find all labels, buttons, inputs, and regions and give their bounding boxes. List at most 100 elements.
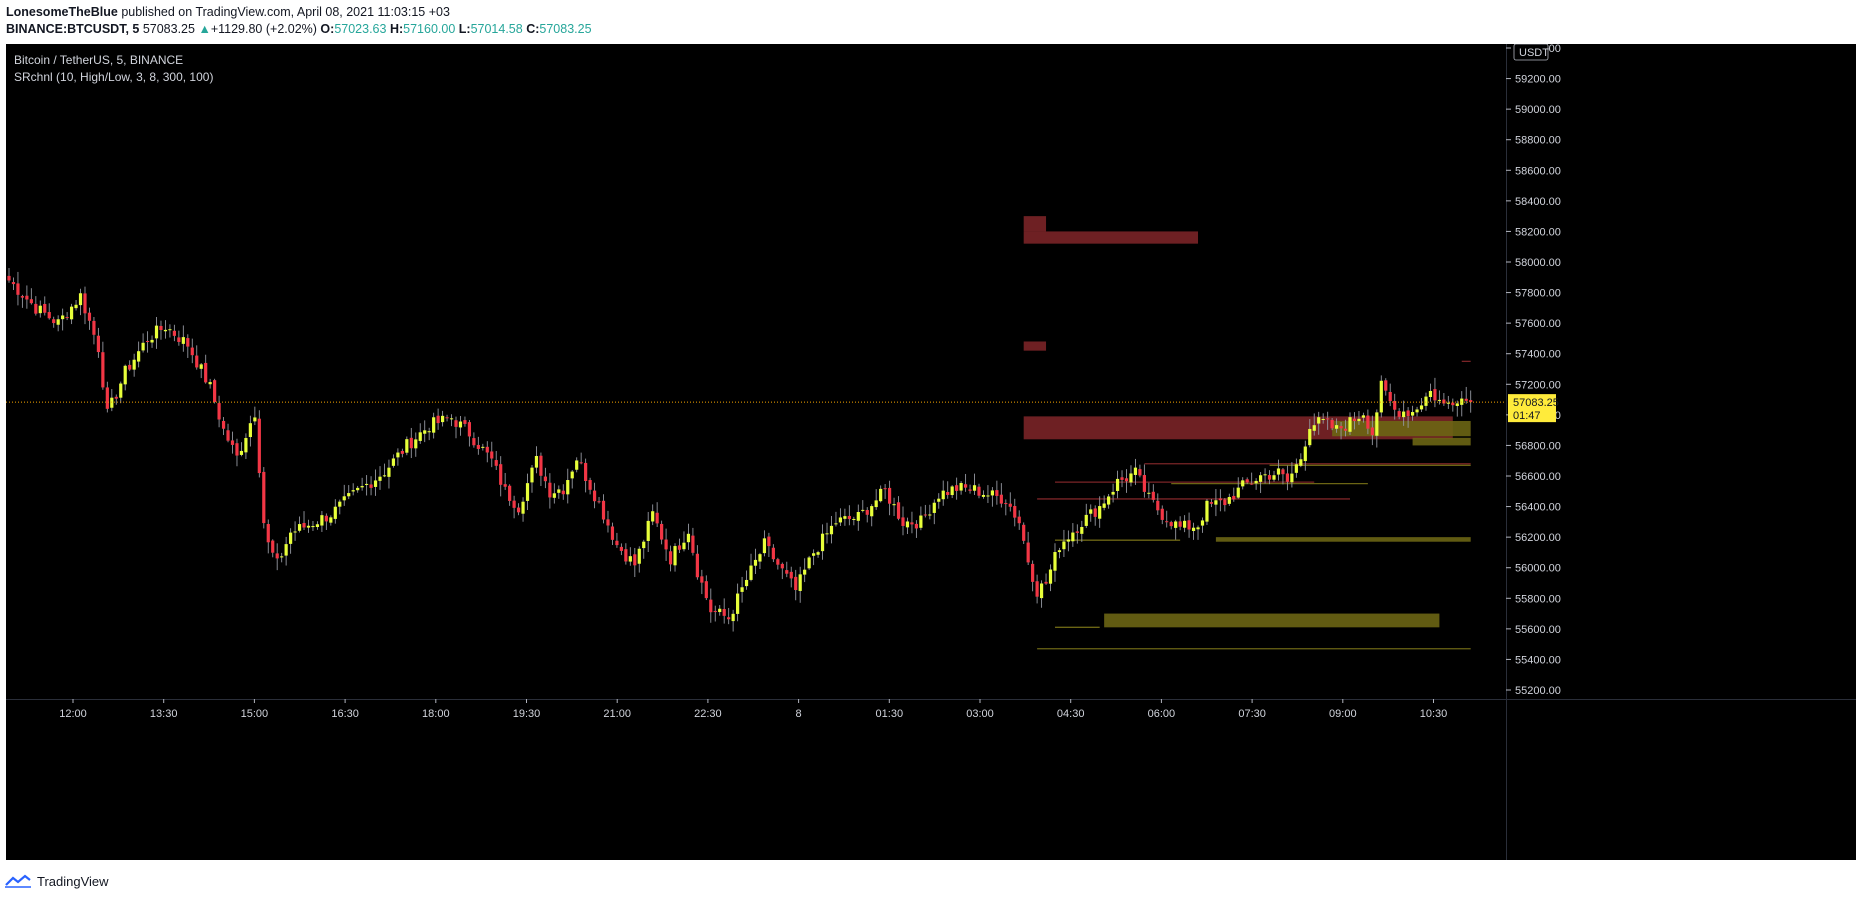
candle-body (1437, 399, 1441, 401)
candle-body (409, 437, 413, 449)
candle-body (771, 547, 775, 560)
candle-body (449, 418, 454, 420)
candle-body (624, 549, 628, 562)
price-tick-label: 57600.00 (1515, 318, 1561, 330)
candlestick-chart[interactable]: 59400.0059200.0059000.0058800.0058600.00… (6, 44, 1856, 860)
candle-body (856, 512, 860, 521)
candle-body (271, 540, 275, 553)
candle-body (1169, 522, 1173, 527)
candle-body (749, 565, 753, 580)
candle-body (1008, 503, 1012, 507)
candle-body (1053, 552, 1057, 571)
candle-body (221, 420, 226, 429)
price-tick-label: 57400.00 (1515, 349, 1561, 361)
candle-body (950, 486, 954, 496)
resistance-zone (1023, 231, 1199, 244)
bar-countdown-label: 01:47 (1513, 410, 1541, 422)
candle-body (414, 439, 418, 449)
price-tick-label: 58400.00 (1515, 196, 1561, 208)
candle-body (1236, 487, 1240, 498)
candle-body (1138, 469, 1142, 476)
candle-body (579, 462, 583, 464)
candle-body (847, 515, 851, 520)
candle-body (213, 380, 217, 403)
tradingview-brand[interactable]: TradingView (37, 873, 109, 889)
candle-body (391, 458, 396, 466)
candle-body (96, 335, 100, 353)
author-name[interactable]: LonesomeTheBlue (6, 5, 118, 19)
candle-body (432, 417, 436, 433)
candle-body (1075, 531, 1079, 533)
candle-body (1290, 473, 1294, 483)
candle-body (467, 422, 472, 437)
candle-body (1183, 520, 1187, 528)
candle-body (1419, 405, 1424, 410)
candle-body (1375, 412, 1379, 436)
candle-body (1370, 427, 1374, 436)
low-label: L: (458, 22, 471, 36)
close-value: 57083.25 (539, 22, 592, 36)
candle-body (892, 504, 896, 506)
candle-body (1004, 503, 1008, 505)
candle-body (1084, 514, 1088, 526)
candle-body (843, 516, 847, 519)
candle-body (1455, 403, 1459, 406)
candle-body (776, 559, 780, 565)
legend-title[interactable]: Bitcoin / TetherUS, 5, BINANCE (14, 53, 184, 67)
candle-body (1080, 526, 1084, 534)
candle-body (1442, 399, 1446, 404)
candle-body (78, 293, 83, 306)
time-tick-label: 19:30 (513, 708, 541, 720)
candle-body (34, 303, 38, 314)
candle-body (436, 415, 440, 424)
chart-header: LonesomeTheBlue published on TradingView… (6, 4, 1856, 37)
candle-body (1187, 520, 1191, 530)
candle-body (990, 490, 994, 496)
candle-body (1415, 409, 1419, 413)
candle-body (1026, 542, 1030, 563)
candle-body (959, 483, 963, 491)
candle-body (253, 417, 257, 422)
candle-body (628, 556, 632, 562)
candle-body (1057, 550, 1062, 553)
candle-body (1402, 411, 1406, 418)
candle-body (677, 545, 682, 550)
candle-body (713, 610, 717, 612)
candle-body (74, 304, 78, 309)
candle-body (1227, 496, 1231, 504)
candle-body (633, 554, 637, 566)
candle-body (1446, 402, 1450, 404)
candle-body (664, 539, 668, 550)
candle-body (141, 342, 145, 351)
candle-body (226, 430, 230, 441)
price-tick-label: 57800.00 (1515, 288, 1561, 300)
candle-body (1205, 500, 1209, 522)
candle-body (445, 417, 449, 419)
candle-body (1066, 539, 1070, 542)
candle-body (208, 382, 212, 385)
candle-body (257, 418, 261, 474)
candle-body (499, 464, 503, 485)
time-tick-label: 07:30 (1238, 708, 1266, 720)
candle-body (400, 450, 404, 454)
candle-body (1263, 474, 1267, 476)
candle-body (289, 532, 293, 544)
candle-body (1250, 483, 1254, 485)
candle-body (686, 533, 691, 543)
indicator-label[interactable]: SRchnl (10, High/Low, 3, 8, 300, 100) (14, 70, 214, 84)
candle-body (704, 581, 708, 599)
price-tick-label: 59200.00 (1515, 74, 1561, 86)
candle-body (588, 480, 592, 490)
candle-body (619, 546, 623, 551)
candle-body (1191, 527, 1196, 532)
candle-body (476, 444, 480, 449)
candle-body (570, 471, 574, 479)
candle-body (1343, 428, 1348, 431)
candle-body (1464, 398, 1468, 401)
candle-body (83, 293, 87, 314)
support-zone (1412, 437, 1471, 446)
candle-body (1178, 521, 1182, 527)
candle-body (454, 420, 458, 427)
candle-body (807, 557, 811, 569)
chart-area[interactable]: 59400.0059200.0059000.0058800.0058600.00… (6, 44, 1856, 860)
